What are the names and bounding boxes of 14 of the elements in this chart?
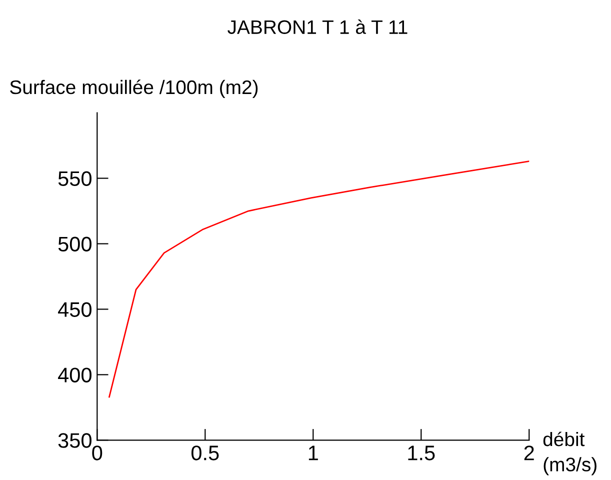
y-tick-label: 400 bbox=[58, 368, 92, 382]
x-tick-label: 1 bbox=[308, 446, 318, 460]
y-tick-label: 500 bbox=[58, 236, 92, 252]
x-tick-label: 2 bbox=[524, 446, 534, 460]
line-series bbox=[108, 160, 530, 398]
x-tick-label: 1.5 bbox=[408, 446, 435, 460]
x-axis-title: débit (m3/s) bbox=[543, 432, 596, 476]
chart-title: JABRON1 T 1 à T 11 bbox=[228, 20, 408, 34]
y-axis-title: Surface mouillée /100m (m2) bbox=[10, 80, 258, 98]
y-tick-label: 450 bbox=[58, 302, 92, 317]
x-tick-label: 0 bbox=[92, 446, 102, 460]
y-tick-label: 350 bbox=[58, 433, 92, 448]
x-tick-label: 0.5 bbox=[191, 446, 219, 460]
y-tick-label: 550 bbox=[58, 171, 92, 186]
